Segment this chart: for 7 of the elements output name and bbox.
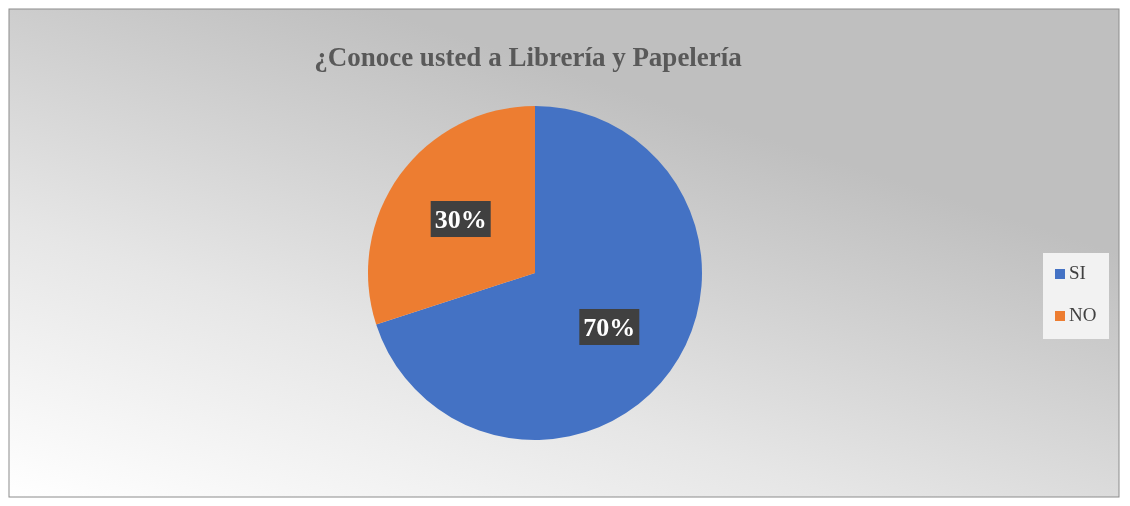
legend-label: NO [1069,304,1097,325]
pie-slice [376,106,702,440]
legend-label: SI [1069,262,1086,283]
data-label: 70% [583,312,636,342]
data-label: 30% [434,205,487,235]
chart-title: ¿Conoce usted a Librería y Papelería [314,42,743,72]
pie-slice [368,106,535,325]
